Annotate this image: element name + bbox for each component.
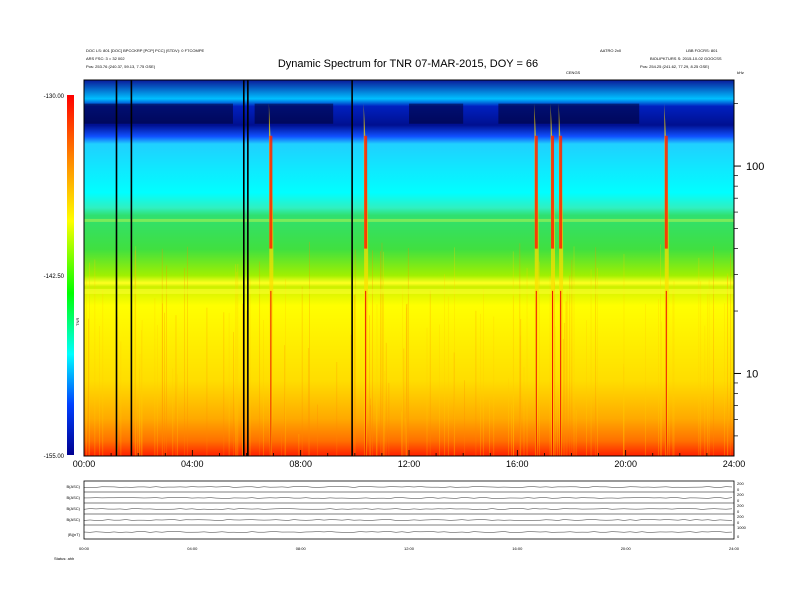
panel-x-tick-0: 00:00 <box>79 546 90 551</box>
dark-band-0 <box>84 103 233 124</box>
panel-x-tick-5: 20:00 <box>621 546 632 551</box>
panel-label-3: B(ASC) <box>66 506 80 511</box>
data-gaps <box>115 80 353 456</box>
burst-core-5 <box>664 135 668 249</box>
panel-3-tick-top: 200 <box>737 503 744 508</box>
colorbar-label: TNR <box>75 318 80 326</box>
panel-x-tick-1: 04:00 <box>187 546 198 551</box>
panel-1-tick-bottom: 0 <box>737 487 740 492</box>
header-right-line-2: BIOLIPKTURS S: 2015-10-02 GOOCSS <box>650 56 722 61</box>
panel-x-tick-2: 08:00 <box>296 546 307 551</box>
x-tick-label-6: 24:00 <box>723 459 746 469</box>
panel-2-tick-top: 200 <box>737 492 744 497</box>
magnetometer-panels: B(ASC) B(ASC) B(ASC) B(ASC) |B|(nT) 200 … <box>54 480 747 561</box>
panel-1-tick-top: 200 <box>737 481 744 486</box>
panel-2-tick-bottom: 0 <box>737 498 740 503</box>
burst-core-2 <box>534 135 538 249</box>
colorbar-tick-top: -130.00 <box>44 94 65 100</box>
band-edge-lower <box>84 288 734 294</box>
dark-band-3 <box>498 103 640 124</box>
panel-label-1: B(ASC) <box>66 484 80 489</box>
panel-label-4: B(ASC) <box>66 517 80 522</box>
panels-frame <box>83 480 735 540</box>
panel-trace-3 <box>83 519 733 521</box>
header-center-small: CENGS <box>566 70 581 75</box>
spectrum-background <box>84 80 734 456</box>
y-minor-ticks <box>734 103 738 437</box>
y-tick-label-100: 100 <box>746 161 764 173</box>
burst-core-3 <box>551 135 555 249</box>
x-tick-label-3: 12:00 <box>398 459 421 469</box>
panel-footer: Status: ahh <box>54 556 74 561</box>
header-left-line-1: DOC LS: 801 [DOC] BPCCKRP [PCP] PCC] (ST… <box>86 48 205 53</box>
header-right-corner: kHz <box>737 70 744 75</box>
vertical-stripes <box>84 103 734 456</box>
burst-core-0 <box>269 135 273 249</box>
panel-trace-2 <box>83 508 733 510</box>
spectrum-heatmap <box>84 80 734 456</box>
panel-5-tick-bottom: 0 <box>737 534 740 539</box>
x-tick-label-0: 00:00 <box>73 459 96 469</box>
header-right-line-1: LBB FOCRS: 801 <box>686 48 718 53</box>
panel-trace-0 <box>83 486 733 488</box>
dark-band-2 <box>409 103 464 124</box>
y-axis-right: 100 10 <box>734 103 764 437</box>
chart-title: Dynamic Spectrum for TNR 07-MAR-2015, DO… <box>278 58 538 70</box>
header-left-line-2: ARS FSC: 3 = 32 002 <box>86 56 125 61</box>
header-left-line-3: Pos: 253.76 (240.37, 59.13, 7.75 GSE) <box>86 64 156 69</box>
panel-traces <box>83 486 733 533</box>
panel-4-tick-top: 200 <box>737 514 744 519</box>
x-tick-label-4: 16:00 <box>506 459 529 469</box>
x-tick-label-5: 20:00 <box>614 459 637 469</box>
y-tick-label-10: 10 <box>746 368 758 380</box>
x-tick-label-1: 04:00 <box>181 459 204 469</box>
panel-trace-4 <box>83 531 733 533</box>
x-axis: 00:00 04:00 08:00 12:00 16:00 20:00 24:0… <box>73 450 746 469</box>
panel-trace-1 <box>83 497 733 499</box>
panel-3-tick-bottom: 0 <box>737 509 740 514</box>
colorbar-tick-mid: -142.50 <box>44 274 65 280</box>
panel-x-tick-6: 24:00 <box>729 546 740 551</box>
header-right-line-3: Pos: 254.25 (241.62, 77.29, 8.25 GSE) <box>640 64 710 69</box>
colorbar-tick-bottom: -155.00 <box>44 454 65 460</box>
colorbar <box>67 95 74 455</box>
panel-label-2: B(ASC) <box>66 495 80 500</box>
header-center-top: AATRO 2x0 <box>600 48 622 53</box>
dark-band-1 <box>254 103 334 124</box>
panel-4-tick-bottom: 0 <box>737 520 740 525</box>
burst-core-1 <box>364 135 368 249</box>
band-edge-upper <box>84 218 734 222</box>
burst-core-4 <box>559 135 563 249</box>
panel-label-5: |B|(nT) <box>68 532 81 537</box>
panel-5-tick-top: 1000 <box>737 525 747 530</box>
panel-x-tick-3: 12:00 <box>404 546 415 551</box>
x-tick-label-2: 08:00 <box>289 459 312 469</box>
panel-x-tick-4: 16:00 <box>512 546 523 551</box>
radio-bursts <box>268 103 669 456</box>
